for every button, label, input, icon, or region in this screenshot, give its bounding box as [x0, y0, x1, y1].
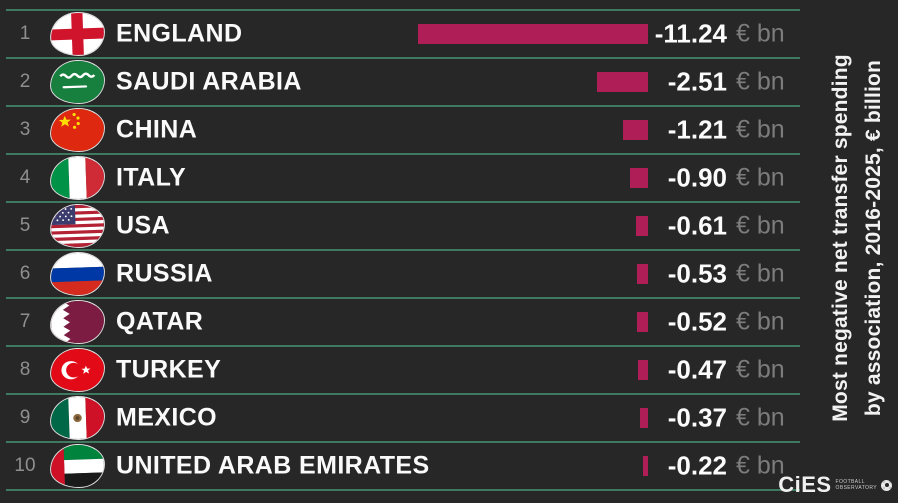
- unit-label: € bn: [736, 115, 785, 144]
- chart-title-vertical: Most negative net transfer spending by a…: [825, 54, 891, 422]
- unit-label: € bn: [736, 163, 785, 192]
- country-label: TURKEY: [116, 355, 222, 384]
- rank-label: 3: [19, 119, 31, 140]
- usa-flag-icon: [49, 203, 106, 249]
- mexico-flag-icon: [49, 395, 106, 441]
- unit-label: € bn: [736, 403, 785, 432]
- uae-flag-icon: [49, 443, 106, 489]
- country-label: MEXICO: [116, 403, 218, 432]
- country-label: QATAR: [116, 307, 204, 336]
- cies-logo-subtext: FOOTBALL OBSERVATORY: [835, 478, 877, 492]
- bar: [640, 408, 648, 428]
- value-label: -11.24: [654, 18, 727, 49]
- bar: [643, 456, 648, 476]
- unit-label: € bn: [736, 19, 785, 48]
- country-label: USA: [116, 211, 170, 240]
- rank-label: 10: [14, 455, 36, 476]
- rank-label: 7: [19, 311, 31, 332]
- country-label: ENGLAND: [116, 19, 243, 48]
- table-row: 7 QATAR -0.52 € bn: [6, 297, 800, 345]
- table-row: 5 USA -0.61 € bn: [6, 201, 800, 249]
- russia-flag-icon: [49, 251, 106, 297]
- bar: [418, 24, 648, 44]
- value-label: -0.90: [667, 162, 727, 193]
- unit-label: € bn: [736, 307, 785, 336]
- unit-label: € bn: [736, 67, 785, 96]
- table-row: 9 MEXICO -0.37 € bn: [6, 393, 800, 441]
- rank-label: 5: [19, 215, 31, 236]
- table-row: 1 ENGLAND -11.24 € bn: [6, 9, 800, 57]
- country-label: UNITED ARAB EMIRATES: [116, 451, 430, 480]
- chart-title-line1: Most negative net transfer spending: [829, 54, 853, 422]
- country-label: SAUDI ARABIA: [116, 67, 302, 96]
- rank-label: 2: [19, 71, 31, 92]
- rank-label: 4: [19, 167, 31, 188]
- ranking-table: 1 ENGLAND -11.24 € bn 2 SAUDI ARABIA -2.…: [6, 9, 800, 491]
- england-flag-icon: [49, 11, 106, 57]
- cies-logo: CiES FOOTBALL OBSERVATORY: [778, 474, 892, 496]
- rank-label: 8: [19, 359, 31, 380]
- rank-label: 9: [19, 407, 31, 428]
- china-flag-icon: [49, 107, 106, 153]
- unit-label: € bn: [736, 211, 785, 240]
- bar: [637, 264, 648, 284]
- cies-logo-wordmark: CiES: [778, 472, 832, 497]
- turkey-flag-icon: [49, 347, 106, 393]
- country-label: ITALY: [116, 163, 187, 192]
- table-row: 6 RUSSIA -0.53 € bn: [6, 249, 800, 297]
- unit-label: € bn: [736, 355, 785, 384]
- saudi-arabia-flag-icon: [49, 59, 106, 105]
- unit-label: € bn: [736, 259, 785, 288]
- country-label: CHINA: [116, 115, 198, 144]
- bar: [636, 216, 648, 236]
- country-label: RUSSIA: [116, 259, 213, 288]
- bar: [623, 120, 648, 140]
- bar: [630, 168, 648, 188]
- table-row: 8 TURKEY -0.47 € bn: [6, 345, 800, 393]
- table-row: 3 CHINA -1.21 € bn: [6, 105, 800, 153]
- bar: [597, 72, 648, 92]
- table-row: 4 ITALY -0.90 € bn: [6, 153, 800, 201]
- value-label: -0.22: [667, 450, 727, 481]
- bar: [638, 360, 648, 380]
- chart-title-line2: by association, 2016-2025, € billion: [862, 59, 885, 417]
- value-label: -0.37: [667, 402, 727, 433]
- rank-label: 6: [19, 263, 31, 284]
- value-label: -0.47: [667, 354, 727, 385]
- soccer-ball-icon: [881, 479, 892, 491]
- value-label: -2.51: [667, 66, 727, 97]
- value-label: -0.61: [667, 210, 727, 241]
- italy-flag-icon: [49, 155, 106, 201]
- value-label: -0.52: [667, 306, 727, 337]
- table-row: 10 UNITED ARAB EMIRATES -0.22 € bn: [6, 441, 800, 489]
- qatar-flag-icon: [49, 299, 106, 345]
- table-row: 2 SAUDI ARABIA -2.51 € bn: [6, 57, 800, 105]
- value-label: -1.21: [667, 114, 727, 145]
- unit-label: € bn: [736, 451, 785, 480]
- rank-label: 1: [19, 23, 31, 44]
- value-label: -0.53: [667, 258, 727, 289]
- bar: [637, 312, 648, 332]
